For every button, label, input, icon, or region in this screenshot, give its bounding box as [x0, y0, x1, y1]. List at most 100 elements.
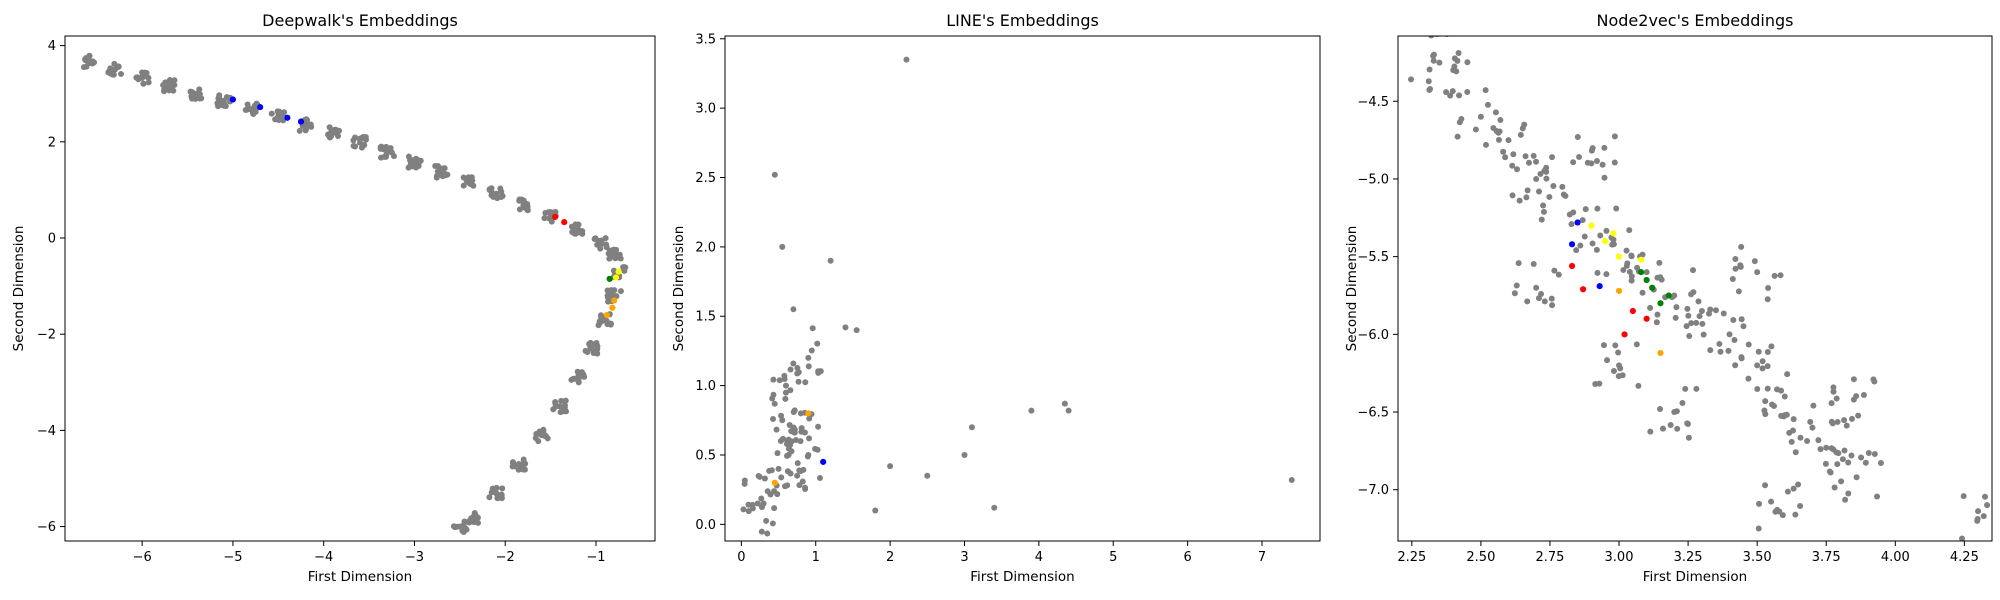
- data-point: [1505, 137, 1512, 144]
- cloud-point: [165, 79, 172, 86]
- cloud-point: [358, 144, 365, 151]
- cloud-point: [604, 287, 611, 294]
- highlight-point: [1580, 286, 1587, 293]
- cloud-point: [143, 70, 150, 77]
- cloud-point: [1626, 268, 1633, 275]
- cloud-point: [1535, 188, 1542, 195]
- cloud-point: [1755, 348, 1762, 355]
- cloud-point: [777, 438, 784, 445]
- cloud-point: [1696, 313, 1703, 320]
- cloud-point: [1455, 49, 1462, 56]
- cloud-point: [1695, 298, 1702, 305]
- cloud-point: [1712, 307, 1719, 314]
- cloud-point: [1858, 454, 1865, 461]
- cloud-point: [577, 229, 584, 236]
- cloud-point: [1654, 311, 1661, 318]
- data-point: [1533, 175, 1540, 182]
- cloud-point: [1426, 66, 1433, 73]
- cloud-point: [1707, 306, 1714, 313]
- data-point: [1533, 284, 1540, 291]
- data-point: [991, 504, 998, 511]
- cloud-point: [242, 106, 249, 113]
- highlight-point: [1574, 219, 1581, 226]
- cloud-point: [1764, 363, 1771, 370]
- cloud-point: [1543, 175, 1550, 182]
- cloud-point: [1617, 365, 1624, 372]
- y-tick-label: 0: [48, 232, 56, 247]
- y-tick-label: 0.0: [695, 518, 716, 533]
- cloud-point: [1456, 92, 1463, 99]
- cloud-point: [795, 369, 802, 376]
- cloud-point: [1993, 537, 1999, 543]
- x-tick-label: 2: [886, 550, 894, 565]
- cloud-point: [1594, 269, 1601, 276]
- cloud-point: [1568, 221, 1575, 228]
- cloud-point: [795, 378, 802, 385]
- cloud-point: [296, 127, 303, 134]
- cloud-point: [1790, 485, 1797, 492]
- cloud-point: [1611, 159, 1618, 166]
- cloud-point: [802, 486, 809, 493]
- cloud-point: [499, 485, 506, 492]
- cloud-point: [1546, 193, 1553, 200]
- cloud-point: [1603, 271, 1610, 278]
- highlight-point: [1665, 292, 1672, 299]
- cloud-point: [1725, 347, 1732, 354]
- highlight-series-2: [820, 458, 827, 465]
- cloud-point: [1613, 205, 1620, 212]
- cloud-point: [302, 123, 309, 130]
- y-tick-label: −5.5: [1357, 250, 1389, 265]
- chart-title: Deepwalk's Embeddings: [262, 11, 458, 30]
- cloud-point: [244, 101, 251, 108]
- cloud-point: [547, 208, 554, 215]
- cloud-point: [794, 460, 801, 467]
- highlight-series-3: [1569, 262, 1650, 338]
- cloud-point: [1777, 272, 1784, 279]
- highlight-point: [1643, 276, 1650, 283]
- cloud-point: [1764, 296, 1771, 303]
- cloud-point: [303, 116, 310, 123]
- cloud-point: [1538, 216, 1545, 223]
- cloud-point: [1845, 490, 1852, 497]
- cloud-point: [1509, 192, 1516, 199]
- cloud-point: [1830, 388, 1837, 395]
- cloud-point: [558, 397, 565, 404]
- cloud-point: [326, 134, 333, 141]
- x-tick-label: 4.25: [1950, 550, 1979, 565]
- cloud-point: [1842, 496, 1849, 503]
- cloud-point: [608, 251, 614, 258]
- cloud-point: [1601, 174, 1608, 181]
- cloud-point: [1549, 302, 1556, 309]
- chart-1: −6 −5 −4 −3 −2 −1 −6 −4 −2 0 2 4 Deepwalk's Embeddin…: [11, 11, 656, 585]
- data-point: [961, 451, 968, 458]
- series-1: [1408, 36, 2000, 543]
- cloud-point: [787, 470, 794, 477]
- cloud-point: [1826, 468, 1833, 475]
- cloud-point: [1784, 371, 1791, 378]
- cloud-point: [611, 287, 618, 294]
- cloud-point: [1860, 391, 1867, 398]
- cloud-point: [1830, 446, 1837, 453]
- cloud-point: [1492, 109, 1499, 116]
- cloud-point: [1994, 503, 2000, 509]
- y-tick-label: −5.0: [1357, 172, 1389, 187]
- x-tick-label: 1: [812, 550, 820, 565]
- highlight-point: [1638, 269, 1645, 276]
- cloud-point: [145, 74, 152, 81]
- cloud-point: [1761, 407, 1768, 414]
- cloud-point: [522, 460, 529, 467]
- series-1: [740, 56, 1295, 537]
- cloud-point: [1982, 493, 1989, 500]
- cloud-point: [740, 506, 747, 513]
- cloud-point: [1626, 227, 1633, 234]
- cloud-point: [407, 161, 414, 168]
- cloud-point: [1635, 382, 1642, 389]
- y-tick-label: 1.5: [695, 310, 716, 325]
- cloud-point: [1738, 243, 1745, 250]
- cloud-point: [1835, 450, 1842, 457]
- cloud-point: [802, 379, 809, 386]
- data-point: [1726, 331, 1733, 338]
- cloud-point: [1684, 305, 1691, 312]
- cloud-point: [1870, 376, 1877, 383]
- cloud-point: [1495, 129, 1502, 136]
